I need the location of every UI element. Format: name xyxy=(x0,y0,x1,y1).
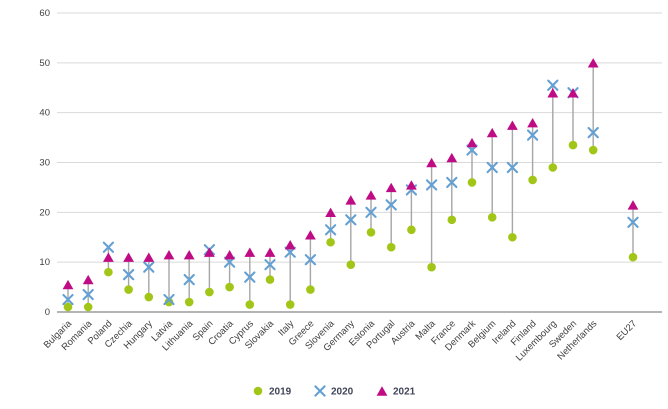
marker-2019-italy xyxy=(285,300,295,309)
marker-2019-portugal xyxy=(386,242,396,252)
marker-2020-finland xyxy=(526,129,539,141)
marker-2021-austria xyxy=(406,180,417,190)
marker-2021-malta xyxy=(426,157,437,168)
legend-marker-2019 xyxy=(253,386,263,396)
marker-2020-germany xyxy=(345,214,357,226)
marker-2021-finland xyxy=(527,117,538,128)
marker-2019-lithuania xyxy=(184,297,194,307)
marker-2020-lithuania xyxy=(183,273,195,286)
marker-2021-luxembourg xyxy=(547,88,559,98)
marker-2019-poland xyxy=(104,267,113,277)
marker-2019-belgium xyxy=(487,213,497,222)
marker-2021-spain xyxy=(204,247,215,257)
marker-2021-eu27 xyxy=(627,200,639,210)
legend-label-2021: 2021 xyxy=(393,387,416,398)
marker-2020-ireland xyxy=(506,161,519,174)
marker-2019-estonia xyxy=(366,227,376,237)
marker-2019-slovakia xyxy=(265,275,275,284)
marker-2019-latvia xyxy=(164,297,174,307)
marker-2019-slovenia xyxy=(326,237,335,247)
marker-2021-portugal xyxy=(385,182,397,193)
marker-2021-croatia xyxy=(224,249,235,260)
marker-2019-cyprus xyxy=(245,300,255,309)
x-category-label: EU27 xyxy=(615,318,640,343)
legend-marker-2020 xyxy=(314,385,326,397)
marker-2019-ireland xyxy=(508,232,517,242)
marker-2021-greece xyxy=(305,230,316,240)
marker-2020-eu27 xyxy=(627,216,639,228)
y-tick-label: 50 xyxy=(39,58,50,69)
marker-2021-cyprus xyxy=(244,247,256,257)
marker-2021-netherlands xyxy=(587,58,599,68)
marker-2021-germany xyxy=(345,195,357,205)
marker-2020-poland xyxy=(102,241,115,253)
marker-2020-romania xyxy=(82,288,94,301)
marker-2020-malta xyxy=(425,179,438,191)
marker-2020-latvia xyxy=(163,293,175,306)
marker-2021-bulgaria xyxy=(62,279,74,290)
marker-2019-germany xyxy=(346,260,356,269)
marker-2021-denmark xyxy=(466,137,478,148)
marker-2020-hungary xyxy=(143,261,155,273)
marker-2021-estonia xyxy=(365,190,377,200)
legend-marker-2021 xyxy=(376,386,388,396)
y-tick-label: 40 xyxy=(39,108,50,119)
marker-2021-france xyxy=(446,152,458,163)
marker-2021-sweden xyxy=(567,88,579,98)
y-tick-label: 20 xyxy=(39,207,50,218)
marker-2019-luxembourg xyxy=(548,163,558,172)
marker-2021-belgium xyxy=(486,127,498,138)
marker-2020-belgium xyxy=(486,161,498,174)
legend-label-2020: 2020 xyxy=(331,387,354,398)
marker-2019-austria xyxy=(407,225,416,235)
marker-2019-eu27 xyxy=(628,252,638,262)
y-tick-label: 0 xyxy=(45,307,50,318)
legend-label-2019: 2019 xyxy=(269,387,292,398)
marker-2019-greece xyxy=(306,285,315,294)
marker-2021-czechia xyxy=(123,252,134,262)
marker-2021-slovakia xyxy=(264,247,276,257)
marker-2021-hungary xyxy=(143,252,155,262)
marker-2020-slovakia xyxy=(264,259,276,271)
marker-2021-poland xyxy=(103,252,114,262)
y-tick-label: 60 xyxy=(39,8,50,19)
marker-2020-estonia xyxy=(365,206,377,218)
marker-2020-cyprus xyxy=(244,271,256,283)
marker-2021-italy xyxy=(284,240,296,250)
marker-2019-denmark xyxy=(467,178,477,187)
marker-2019-malta xyxy=(427,262,436,272)
marker-2019-czechia xyxy=(124,285,133,294)
marker-2019-spain xyxy=(205,287,214,297)
marker-2019-bulgaria xyxy=(63,302,73,312)
y-tick-label: 10 xyxy=(39,257,50,268)
marker-2021-ireland xyxy=(507,120,518,130)
marker-2020-greece xyxy=(304,254,317,266)
marker-2020-luxembourg xyxy=(547,79,559,91)
marker-2021-romania xyxy=(82,274,94,285)
marker-2020-bulgaria xyxy=(62,293,74,306)
y-tick-label: 30 xyxy=(39,158,50,169)
marker-2021-slovenia xyxy=(325,207,336,218)
marker-2021-lithuania xyxy=(183,249,195,260)
marker-2020-slovenia xyxy=(324,224,337,236)
marker-2020-france xyxy=(446,176,458,189)
marker-2021-latvia xyxy=(163,249,175,260)
marker-2019-romania xyxy=(83,302,93,312)
marker-2019-france xyxy=(447,215,457,225)
marker-2019-sweden xyxy=(568,140,578,150)
marker-2019-hungary xyxy=(144,292,154,302)
marker-2020-czechia xyxy=(122,268,135,281)
marker-2019-croatia xyxy=(225,282,234,292)
marker-2019-finland xyxy=(528,175,537,185)
marker-2019-netherlands xyxy=(588,145,598,155)
marker-2020-portugal xyxy=(385,199,397,211)
marker-2020-netherlands xyxy=(587,126,599,139)
